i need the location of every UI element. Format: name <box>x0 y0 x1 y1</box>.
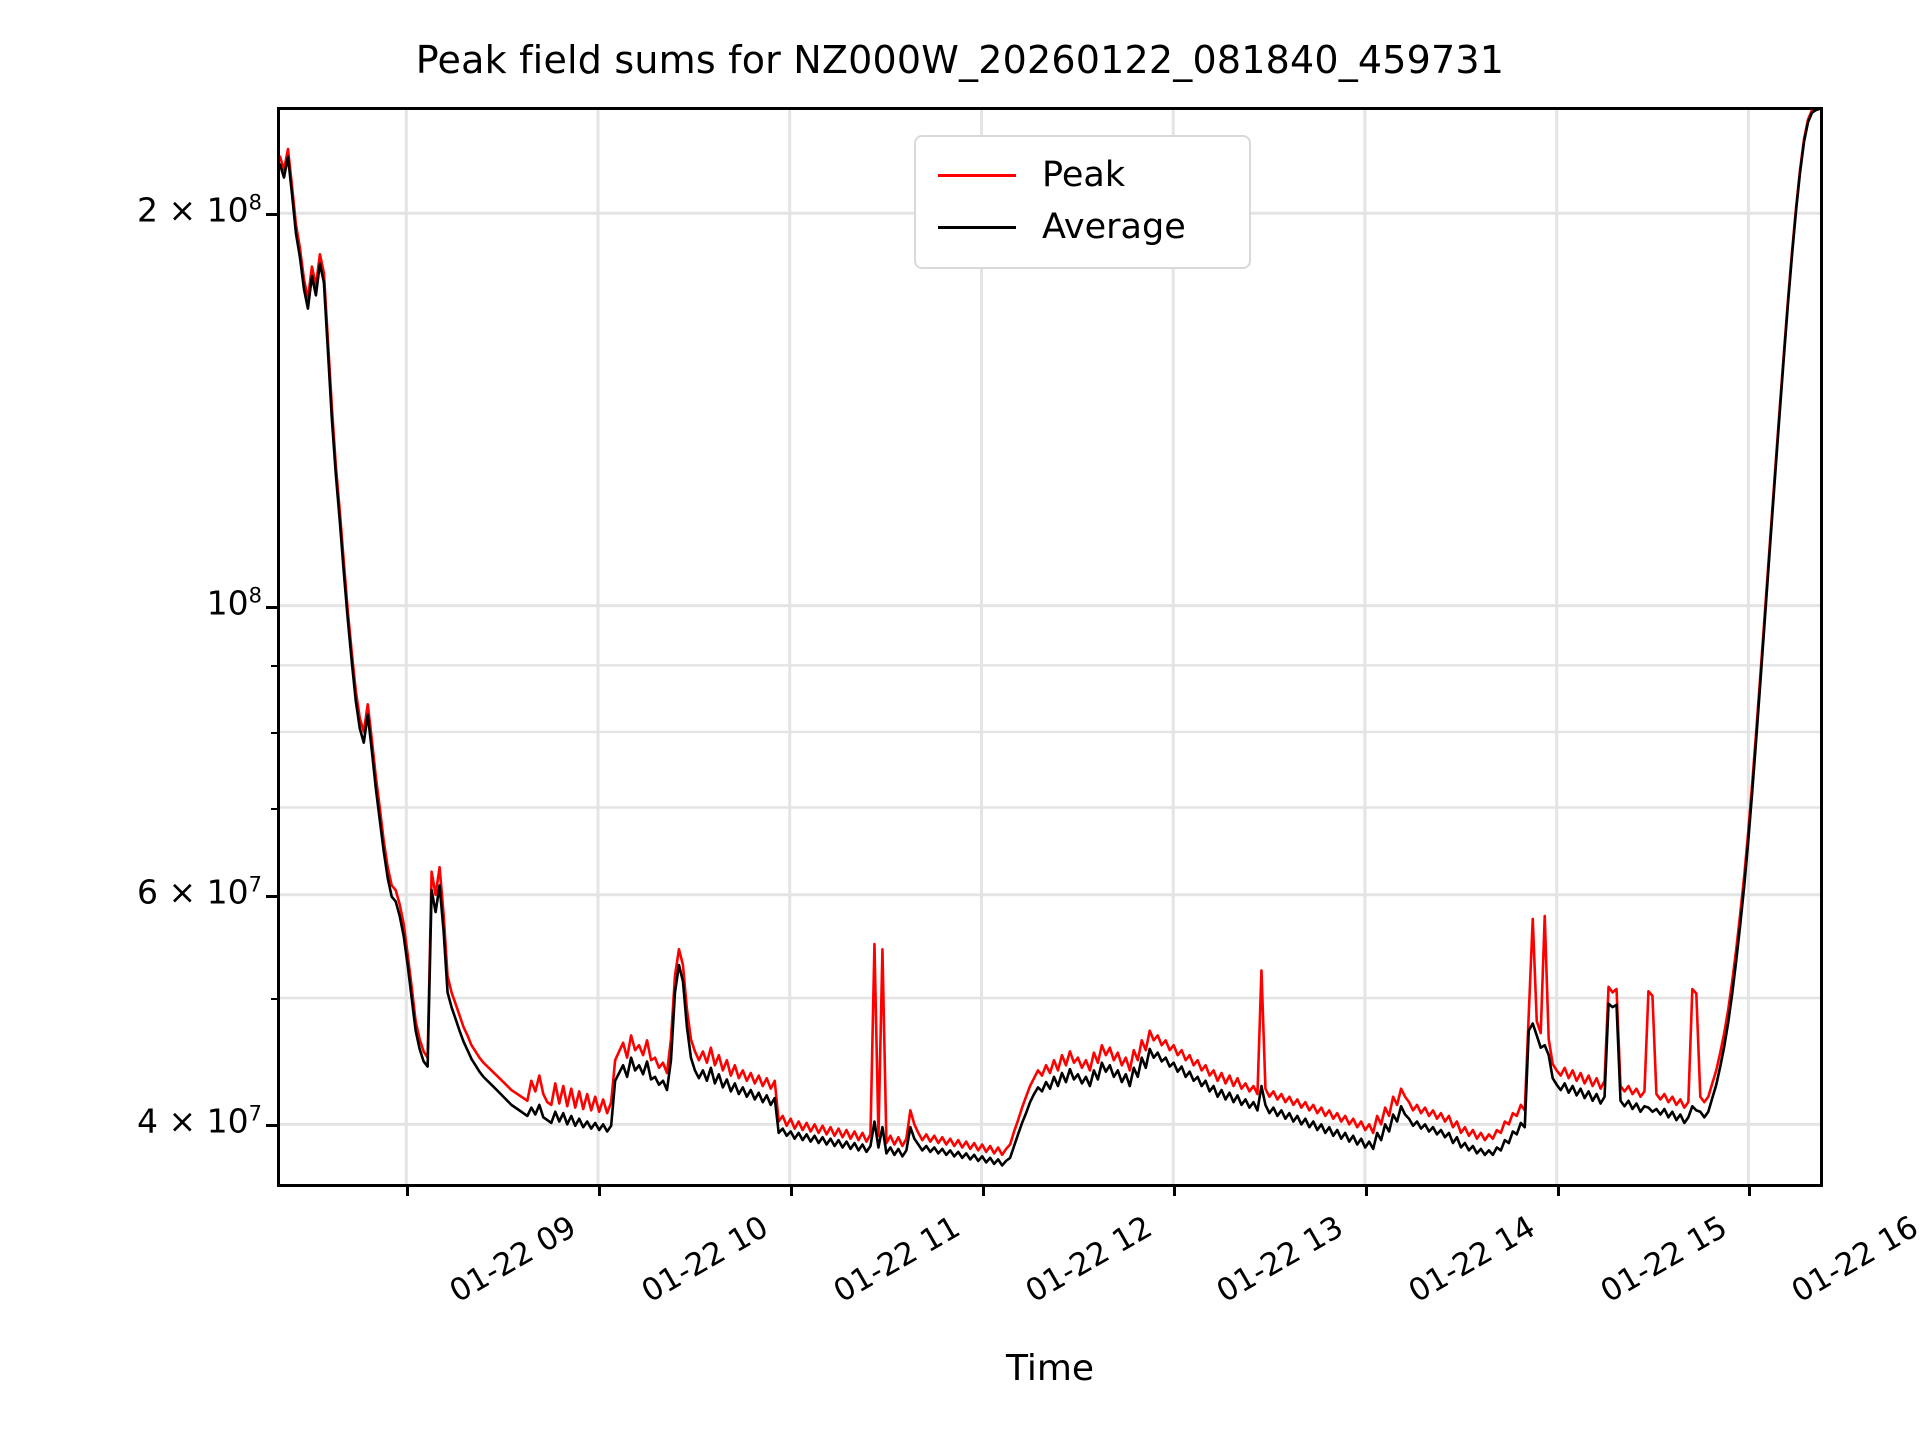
legend-label: Average <box>1042 206 1186 247</box>
grid-lines <box>280 110 1820 1184</box>
legend-item-average[interactable]: Average <box>916 201 1249 253</box>
y-tick-label: 6 × 107 <box>137 872 262 912</box>
x-tick-label: 01-22 13 <box>1210 1209 1350 1310</box>
y-tick-label: 2 × 108 <box>137 190 262 230</box>
x-tick-label: 01-22 16 <box>1786 1209 1920 1310</box>
legend-item-peak[interactable]: Peak <box>916 149 1249 201</box>
page-title: Peak field sums for NZ000W_20260122_0818… <box>415 38 1505 82</box>
plot-inner <box>280 110 1820 1184</box>
x-tick-label: 01-22 09 <box>443 1209 583 1310</box>
y-tick-label: 108 <box>206 583 262 623</box>
plot-area <box>266 107 1823 1196</box>
y-axis-tick-labels: 2 × 108 108 6 × 107 4 × 107 <box>0 107 262 1187</box>
x-tick-label: 01-22 15 <box>1594 1209 1734 1310</box>
x-axis-tick-labels: 01-22 09 01-22 10 01-22 11 01-22 12 01-22 13… <box>277 1187 1920 1347</box>
y-tick-label: 4 × 107 <box>137 1101 262 1141</box>
legend-line-icon-peak <box>938 173 1016 177</box>
legend-line-icon-average <box>938 225 1016 229</box>
x-tick-label: 01-22 12 <box>1019 1209 1158 1310</box>
x-tick-label: 01-22 14 <box>1402 1209 1542 1310</box>
legend-label: Peak <box>1042 154 1126 195</box>
series-lines <box>280 110 1820 1167</box>
x-tick-label: 01-22 10 <box>635 1209 775 1310</box>
x-tick-label: 01-22 11 <box>827 1209 967 1310</box>
x-axis-label: Time <box>1005 1348 1095 1389</box>
chart-legend[interactable]: Peak Average <box>914 135 1251 269</box>
